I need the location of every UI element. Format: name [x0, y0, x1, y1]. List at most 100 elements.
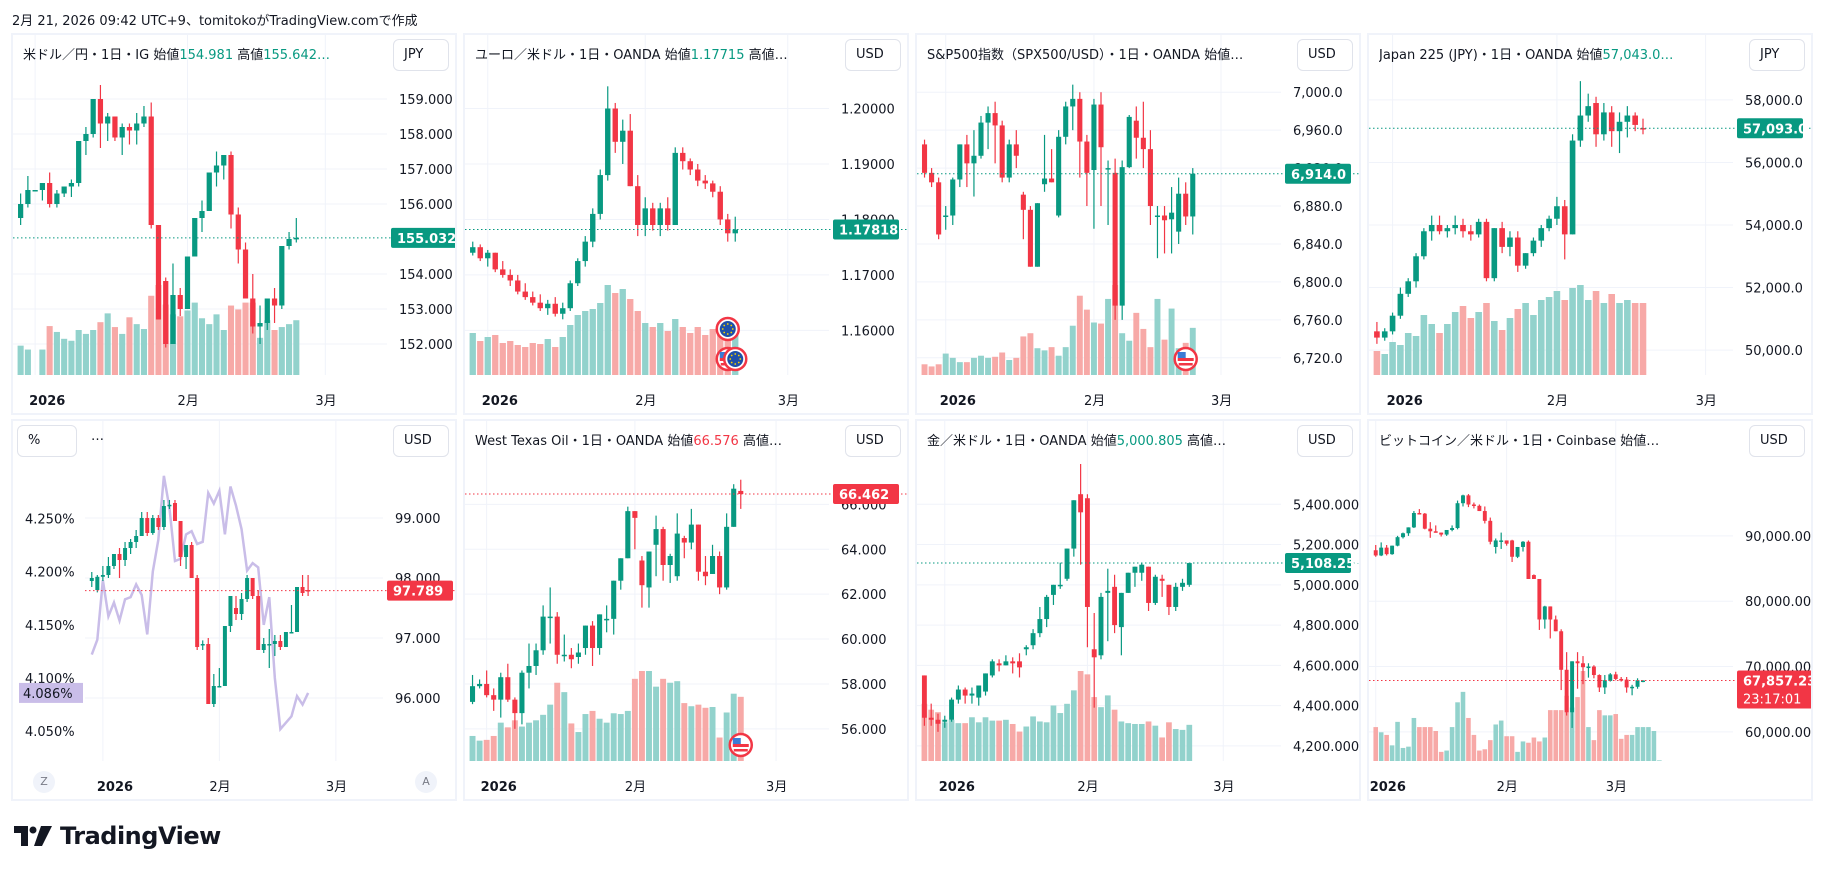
chart-panel-eurusd[interactable]: 1.200001.190001.180001.170001.160001.178…: [463, 33, 909, 415]
candle: [117, 548, 122, 578]
x-tick-label: 2026: [29, 394, 65, 409]
currency-unit-button[interactable]: USD: [393, 425, 449, 457]
candle: [978, 115, 984, 159]
candle: [989, 659, 995, 678]
volume-bar: [1602, 715, 1608, 761]
high-label: 高値…: [1182, 434, 1227, 449]
auto-scale-button[interactable]: A: [415, 771, 437, 793]
candle: [300, 575, 305, 596]
candle: [76, 141, 82, 187]
candle: [1482, 506, 1487, 524]
symbol-title[interactable]: 金／米ドル・1日・OANDA: [927, 434, 1091, 449]
volume-bar: [612, 293, 619, 375]
chart-panel-dxy-yield[interactable]: 99.000 98.000 97.000 96.000 97.789 4.250% 4.20…: [11, 419, 457, 801]
chart-svg-wti[interactable]: 66.00064.00062.00060.00058.00056.00066.4…: [465, 421, 909, 801]
volume-bar: [624, 710, 631, 761]
chart-panel-jp225[interactable]: 58,000.0 56,000.0 54,000.0 52,000.0 50,000.0…: [1367, 33, 1813, 415]
candle: [957, 144, 963, 188]
candle: [1444, 225, 1451, 238]
candle: [111, 554, 116, 569]
symbol-title[interactable]: ビットコイン／米ドル・1日・Coinbase: [1379, 434, 1621, 449]
currency-unit-button[interactable]: USD: [1297, 39, 1353, 71]
us-event-flag-icon[interactable]: [728, 732, 754, 758]
volume-bar: [1112, 285, 1119, 375]
candle: [1597, 674, 1602, 693]
volume-bar: [1629, 734, 1635, 761]
chart-panel-usdjpy[interactable]: 159.000 158.000 157.000 156.000 154.000 153.0…: [11, 33, 457, 415]
left-scale-currency-button[interactable]: %: [17, 425, 77, 457]
eu-event-flag-icon[interactable]: [715, 316, 740, 342]
volume-bar: [111, 327, 118, 375]
chart-svg-xauusd[interactable]: 5,400.000 5,200.000 5,000.000 4,800.000 4,60…: [917, 421, 1361, 801]
chart-panel-wti[interactable]: 66.000 64.000 62.000 60.000 58.000 56.000 66.4…: [463, 419, 909, 801]
symbol-title[interactable]: West Texas Oil・1日・OANDA: [475, 434, 668, 449]
candle: [512, 697, 518, 729]
volume-bar: [1657, 760, 1662, 761]
currency-unit-button[interactable]: USD: [1749, 425, 1805, 457]
last-price-badge: [1737, 118, 1803, 139]
volume-bar: [1624, 300, 1631, 375]
candle: [1586, 663, 1591, 678]
volume-bar: [1509, 736, 1515, 761]
chart-svg-spx500[interactable]: 7,000.06,960.06,920.06,880.06,840.06,800…: [917, 35, 1361, 415]
currency-unit-button[interactable]: JPY: [393, 39, 449, 71]
volume-bar: [942, 353, 949, 375]
candle: [1561, 199, 1568, 260]
chart-svg-jp225[interactable]: 58,000.0 56,000.0 54,000.0 52,000.0 50,000.0…: [1369, 35, 1813, 415]
symbol-title[interactable]: 米ドル／円・1日・IG: [23, 48, 154, 63]
volume-bar: [1417, 727, 1422, 761]
symbol-title[interactable]: S&P500指数（SPX500/USD）・1日・OANDA: [927, 48, 1205, 63]
chart-legend: S&P500指数（SPX500/USD）・1日・OANDA 始値…: [927, 44, 1243, 63]
zoom-reset-button[interactable]: Z: [33, 771, 55, 793]
tradingview-logo[interactable]: TradingView: [14, 822, 221, 850]
volume-bar: [1395, 721, 1400, 761]
candle: [211, 674, 216, 707]
chart-svg-usdjpy[interactable]: 159.000 158.000 157.000 156.000 154.000 153.0…: [13, 35, 457, 415]
volume-bar: [1586, 727, 1591, 761]
volume-bar: [1381, 354, 1389, 375]
volume-bar: [1161, 339, 1168, 375]
currency-unit-button[interactable]: USD: [1297, 425, 1353, 457]
candle: [1593, 96, 1599, 147]
y-tick-label: 159.000: [399, 93, 453, 108]
candle: [167, 500, 172, 509]
symbol-title[interactable]: Japan 225 (JPY)・1日・OANDA: [1379, 48, 1577, 63]
symbol-title[interactable]: ユーロ／米ドル・1日・OANDA: [475, 48, 665, 63]
chart-panel-btcusd[interactable]: 90,000.00 80,000.00 70,000.00 60,000.00 67,8…: [1367, 419, 1813, 801]
candle: [112, 116, 118, 141]
candle: [1460, 218, 1466, 238]
candle: [1542, 605, 1547, 629]
currency-unit-button[interactable]: USD: [845, 39, 901, 71]
currency-unit-button[interactable]: USD: [845, 425, 901, 457]
chart-panel-xauusd[interactable]: 5,400.000 5,200.000 5,000.000 4,800.000 4,60…: [915, 419, 1361, 801]
candle: [477, 679, 483, 689]
volume-bar: [526, 722, 532, 761]
candle: [625, 506, 631, 559]
us-event-flag-icon[interactable]: [1173, 346, 1198, 372]
candle: [1084, 134, 1090, 207]
chart-panel-spx500[interactable]: 7,000.06,960.06,920.06,880.06,840.06,800…: [915, 33, 1361, 415]
candle: [90, 99, 96, 138]
candle: [119, 123, 125, 155]
chart-svg-dxy-yield[interactable]: 99.00098.00097.00096.00097.7894.250%4.20…: [13, 421, 457, 801]
candle: [1176, 177, 1182, 244]
volume-bar: [1384, 734, 1389, 761]
chart-svg-btcusd[interactable]: 90,000.0080,000.0070,000.0060,000.0067,8…: [1369, 421, 1813, 801]
volume-bar: [638, 671, 645, 761]
currency-unit-button[interactable]: JPY: [1749, 39, 1805, 71]
chart-svg-eurusd[interactable]: 1.200001.190001.180001.170001.160001.178…: [465, 35, 909, 415]
candle: [1608, 106, 1615, 147]
candle: [688, 508, 694, 550]
y-tick-label: 1.17000: [841, 269, 895, 284]
volume-bar: [126, 317, 133, 375]
volume-bar: [949, 357, 956, 375]
volume-bar: [1041, 350, 1048, 375]
candle: [1439, 532, 1444, 537]
volume-bar: [1397, 345, 1404, 375]
candle: [1140, 101, 1146, 169]
legend-more-button[interactable]: …: [91, 429, 104, 444]
candle: [1417, 509, 1422, 515]
volume-bar: [511, 720, 518, 761]
eu-event-flag-icon[interactable]: [723, 346, 748, 372]
volume-bar: [1545, 297, 1553, 375]
